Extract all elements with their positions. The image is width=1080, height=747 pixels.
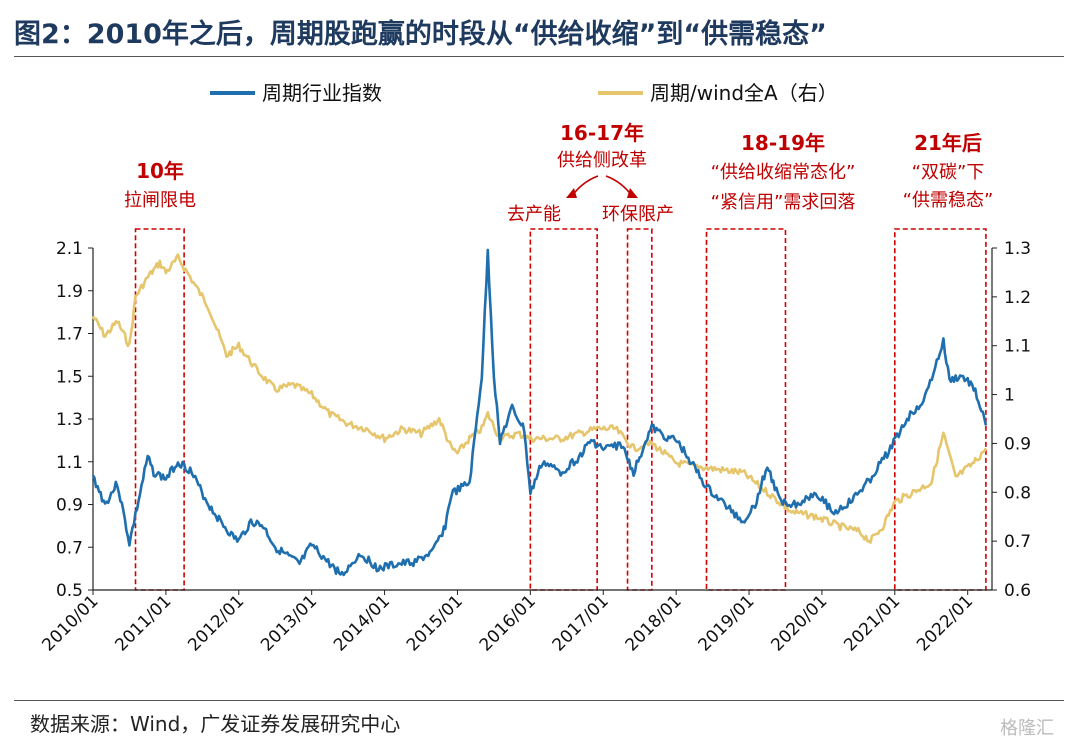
line-chart: 0.5 0.7 0.9 1.1 1.3 1.5 1.7 1.9 2.1 0.6 0.7 0.8 0.9 1… (38, 81, 1031, 655)
annotation-line: 供给侧改革 (557, 150, 647, 171)
watermark: 格隆汇 (1000, 718, 1054, 739)
x-tick-label: 2010/01 (38, 591, 102, 655)
x-tick-label: 2014/01 (330, 591, 394, 655)
y-left-tick-label: 1.5 (56, 367, 83, 387)
source-divider (14, 700, 1064, 701)
title-divider (14, 56, 1064, 57)
x-tick-label: 2020/01 (767, 591, 831, 655)
y-right-tick-label: 0.6 (1004, 581, 1031, 601)
x-tick-label: 2015/01 (403, 591, 467, 655)
y-left-tick-label: 0.5 (56, 581, 83, 601)
highlight-boxes (134, 228, 987, 591)
annotation-line: 拉闸限电 (124, 190, 196, 211)
highlight-box (894, 228, 987, 591)
y-left-tick-label: 1.1 (56, 453, 83, 473)
annotation-title: 21年后 (914, 131, 982, 155)
annotation-title: 18-19年 (741, 131, 825, 155)
y-left-tick-label: 0.7 (56, 538, 83, 558)
x-tick-label: 2017/01 (549, 591, 613, 655)
series-lines (91, 248, 988, 577)
legend-label-ratio: 周期/wind全A（右） (650, 81, 838, 105)
x-tick-label: 2012/01 (184, 591, 248, 655)
x-tick-label: 2011/01 (111, 591, 175, 655)
x-tick-label: 2018/01 (622, 591, 686, 655)
annotation-line: “供给收缩常态化” (711, 162, 856, 183)
annotation-line: “双碳”下 (912, 162, 985, 183)
y-right-tick-label: 1 (1004, 386, 1015, 406)
y-left-tick-label: 1.7 (56, 325, 83, 345)
highlight-box (626, 228, 653, 591)
x-tick-label: 2016/01 (476, 591, 540, 655)
series-line-ratio (91, 253, 988, 544)
annotation-arrow (605, 175, 633, 197)
y-right-tick-label: 0.8 (1004, 483, 1031, 503)
source-note: 数据来源：Wind，广发证券发展研究中心 (30, 712, 401, 736)
x-tick-label: 2013/01 (257, 591, 321, 655)
y-right-tick-label: 1.3 (1004, 239, 1031, 259)
annotation-line: “紧信用”需求回落 (711, 192, 856, 213)
annotation-sublabel: 环保限产 (602, 204, 674, 225)
y-right-tick-label: 1.1 (1004, 337, 1031, 357)
y-left-tick-label: 1.3 (56, 410, 83, 430)
page-title: 图2：2010年之后，周期股跑赢的时段从“供给收缩”到“供需稳态” (14, 19, 827, 50)
annotation-arrow (571, 175, 599, 197)
chart-legend: 周期行业指数 周期/wind全A（右） (210, 81, 838, 105)
y-left-tick-label: 1.9 (56, 282, 83, 302)
y-right-tick-label: 0.9 (1004, 434, 1031, 454)
x-tick-label: 2019/01 (694, 591, 758, 655)
y-right-tick-label: 0.7 (1004, 532, 1031, 552)
highlight-box (529, 228, 598, 591)
annotation-arrowhead (627, 188, 638, 198)
x-tick-label: 2021/01 (840, 591, 904, 655)
legend-label-cyclical: 周期行业指数 (262, 81, 382, 105)
annotation-title: 10年 (136, 159, 184, 183)
annotation-arrowhead (566, 188, 577, 198)
chart-axes: 0.5 0.7 0.9 1.1 1.3 1.5 1.7 1.9 2.1 0.6 0.7 0.8 0.9 1… (38, 239, 1031, 655)
y-left-tick-label: 0.9 (56, 496, 83, 516)
highlight-box (134, 228, 185, 591)
annotation-sublabel: 去产能 (507, 204, 561, 225)
annotation-line: “供需稳态” (903, 190, 994, 211)
annotation-title: 16-17年 (560, 121, 644, 145)
x-tick-label: 2022/01 (913, 591, 977, 655)
series-line-cyclical (91, 248, 988, 577)
y-right-tick-label: 1.2 (1004, 288, 1031, 308)
y-left-tick-label: 2.1 (56, 239, 83, 259)
highlight-box (705, 228, 787, 591)
